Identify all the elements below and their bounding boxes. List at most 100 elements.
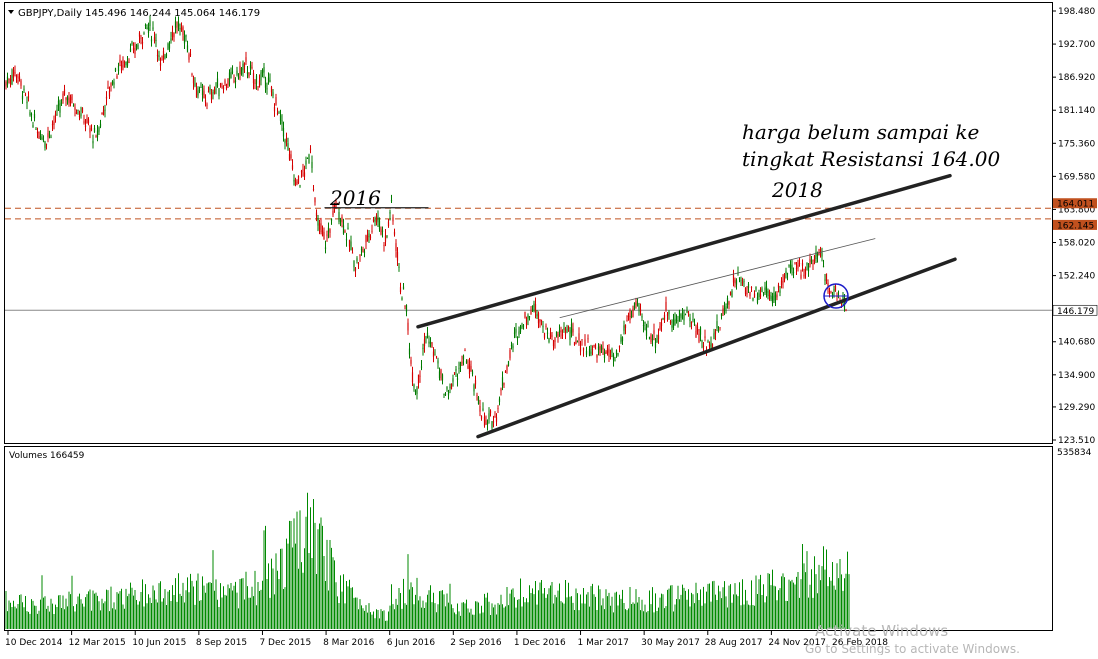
- candle-body: [456, 378, 459, 380]
- watermark-title: Activate Windows: [815, 622, 948, 640]
- candle-body: [645, 327, 648, 336]
- candle-body: [383, 244, 385, 246]
- candle-body: [837, 296, 840, 298]
- candle-body: [618, 345, 621, 348]
- candle-body: [225, 83, 228, 89]
- candle-body: [477, 397, 480, 405]
- candle-body: [179, 27, 181, 29]
- candle-body: [822, 265, 825, 267]
- candle-body: [626, 320, 628, 322]
- candle-body: [695, 330, 697, 338]
- candle-body: [351, 252, 354, 254]
- candle-body: [590, 351, 592, 354]
- candle-body: [27, 96, 30, 98]
- candle-body: [107, 86, 109, 89]
- candle-body: [380, 228, 382, 235]
- candle-body: [266, 87, 268, 90]
- candle-body: [209, 87, 211, 91]
- candle-body: [468, 364, 471, 374]
- candle-body: [387, 221, 390, 227]
- candle-body: [41, 137, 43, 140]
- candle-body: [641, 316, 643, 318]
- candle-body: [473, 384, 475, 392]
- candle-body: [416, 387, 418, 395]
- candle-body: [531, 305, 534, 307]
- candle-body: [86, 118, 88, 123]
- x-tick-label: 28 Aug 2017: [705, 638, 763, 648]
- candle-body: [26, 101, 28, 104]
- candle-body: [845, 309, 847, 311]
- candle-body: [813, 255, 816, 262]
- candle-body: [261, 70, 264, 74]
- trendlines[interactable]: [324, 173, 957, 439]
- y-tick-label: 198.480: [1058, 7, 1095, 17]
- candle-body: [750, 286, 753, 288]
- candle-body: [302, 169, 304, 171]
- candle-body: [431, 342, 433, 347]
- candle-body: [402, 286, 405, 290]
- candle-body: [756, 297, 759, 303]
- upper-channel-line[interactable]: [416, 173, 952, 329]
- candle-body: [218, 88, 220, 97]
- x-tick-label: 30 May 2017: [641, 638, 700, 648]
- candle-body: [120, 64, 123, 71]
- candle-body: [494, 415, 496, 417]
- candle-body: [29, 112, 31, 116]
- candle-body: [149, 20, 151, 27]
- candle-body: [707, 341, 709, 343]
- candle-body: [674, 318, 676, 325]
- candle-body: [44, 141, 46, 148]
- candle-body: [429, 341, 432, 344]
- candle-body: [443, 393, 445, 395]
- candle-body: [42, 140, 45, 142]
- candle-body: [554, 338, 556, 342]
- candle-body: [591, 349, 594, 351]
- candle-body: [309, 148, 312, 150]
- horizontal-levels: 164.011 162.145 146.179: [5, 198, 1098, 317]
- lower-channel-line[interactable]: [476, 257, 957, 439]
- candle-body: [339, 219, 342, 222]
- candle-body: [600, 346, 603, 350]
- candle-body: [369, 236, 372, 238]
- candle-body: [398, 266, 400, 268]
- candle-body: [357, 262, 360, 265]
- candle-body: [458, 367, 460, 369]
- candle-body: [714, 331, 717, 334]
- candle-body: [779, 290, 781, 293]
- candle-body: [195, 88, 198, 98]
- candle-body: [597, 346, 600, 350]
- candle-body: [482, 408, 484, 411]
- candle-body: [155, 39, 157, 41]
- candle-body: [588, 349, 591, 356]
- candle-body: [336, 202, 339, 204]
- candle-body: [368, 233, 370, 238]
- candle-body: [464, 350, 466, 352]
- candle-body: [731, 290, 733, 298]
- candle-body: [359, 254, 361, 257]
- candle-body: [138, 32, 141, 37]
- candle-body: [174, 21, 177, 28]
- x-tick-label: 10 Dec 2014: [5, 638, 63, 648]
- candle-body: [821, 252, 823, 257]
- candle-body: [71, 95, 73, 101]
- candle-body: [117, 65, 120, 72]
- thin-channel-line[interactable]: [559, 238, 876, 319]
- chevron-down-icon[interactable]: [8, 10, 14, 14]
- candle-body: [104, 109, 106, 111]
- candle-body: [617, 353, 619, 356]
- candle-body: [329, 228, 331, 234]
- candle-body: [585, 350, 588, 355]
- candle-body: [686, 310, 688, 313]
- candle-body: [224, 80, 226, 84]
- candle-body: [828, 291, 831, 293]
- candle-body: [311, 161, 313, 169]
- candle-body: [312, 189, 315, 191]
- candle-body: [15, 75, 18, 78]
- candle-body: [228, 72, 231, 80]
- candle-body: [279, 115, 282, 121]
- candle-body: [560, 330, 562, 333]
- candle-body: [323, 231, 325, 240]
- candle-body: [656, 338, 658, 343]
- candle-body: [690, 321, 693, 324]
